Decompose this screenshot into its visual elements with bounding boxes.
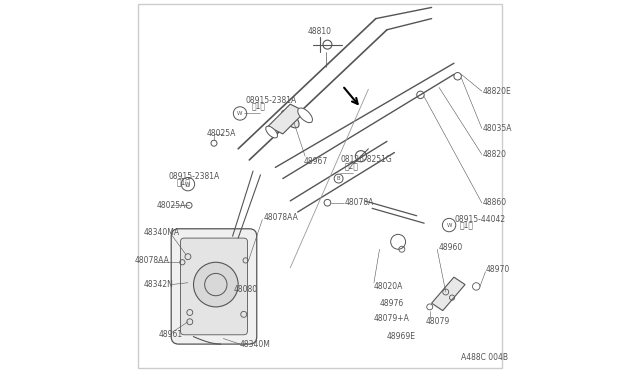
Text: 48079: 48079 [426,317,451,326]
Text: 08915-2381A: 08915-2381A [168,172,220,181]
Text: W: W [237,111,243,116]
Text: 48025A: 48025A [157,201,186,210]
Text: 08126-8251G: 08126-8251G [340,155,392,164]
Text: 48810: 48810 [308,27,332,36]
Text: 48340M: 48340M [240,340,271,349]
FancyBboxPatch shape [180,238,248,335]
Text: 48969E: 48969E [387,332,416,341]
Text: 48342N: 48342N [143,280,173,289]
Text: （1）: （1） [177,178,191,187]
Text: 48078A: 48078A [345,198,374,207]
Text: B: B [337,176,340,181]
Text: 48035A: 48035A [483,124,513,133]
Text: （1）: （1） [460,221,474,230]
Text: 48079+A: 48079+A [374,314,410,323]
Text: 48860: 48860 [483,198,507,207]
Text: 08915-2381A: 08915-2381A [246,96,297,105]
FancyBboxPatch shape [172,229,257,344]
Text: 48340MA: 48340MA [143,228,179,237]
Text: 48078AA: 48078AA [264,213,298,222]
Text: （1）: （1） [251,102,265,110]
Text: W: W [446,222,452,228]
Text: 48976: 48976 [380,299,404,308]
Text: 48080: 48080 [234,285,257,294]
Text: 48078AA: 48078AA [135,256,170,265]
Ellipse shape [282,110,299,128]
Text: 48961: 48961 [158,330,182,339]
Circle shape [193,262,238,307]
Polygon shape [268,104,305,134]
Ellipse shape [266,126,278,138]
Ellipse shape [298,108,312,123]
Text: 48967: 48967 [303,157,328,166]
Text: 48025A: 48025A [207,129,236,138]
Text: 48820: 48820 [483,150,507,159]
Text: 48820E: 48820E [483,87,512,96]
Text: 08915-44042: 08915-44042 [454,215,506,224]
Text: （2）: （2） [344,161,358,170]
Text: 48020A: 48020A [374,282,403,291]
Text: A488C 004B: A488C 004B [461,353,508,362]
Text: 48970: 48970 [486,265,510,274]
Text: W: W [185,182,191,187]
Polygon shape [431,277,465,311]
Text: 48960: 48960 [439,243,463,252]
